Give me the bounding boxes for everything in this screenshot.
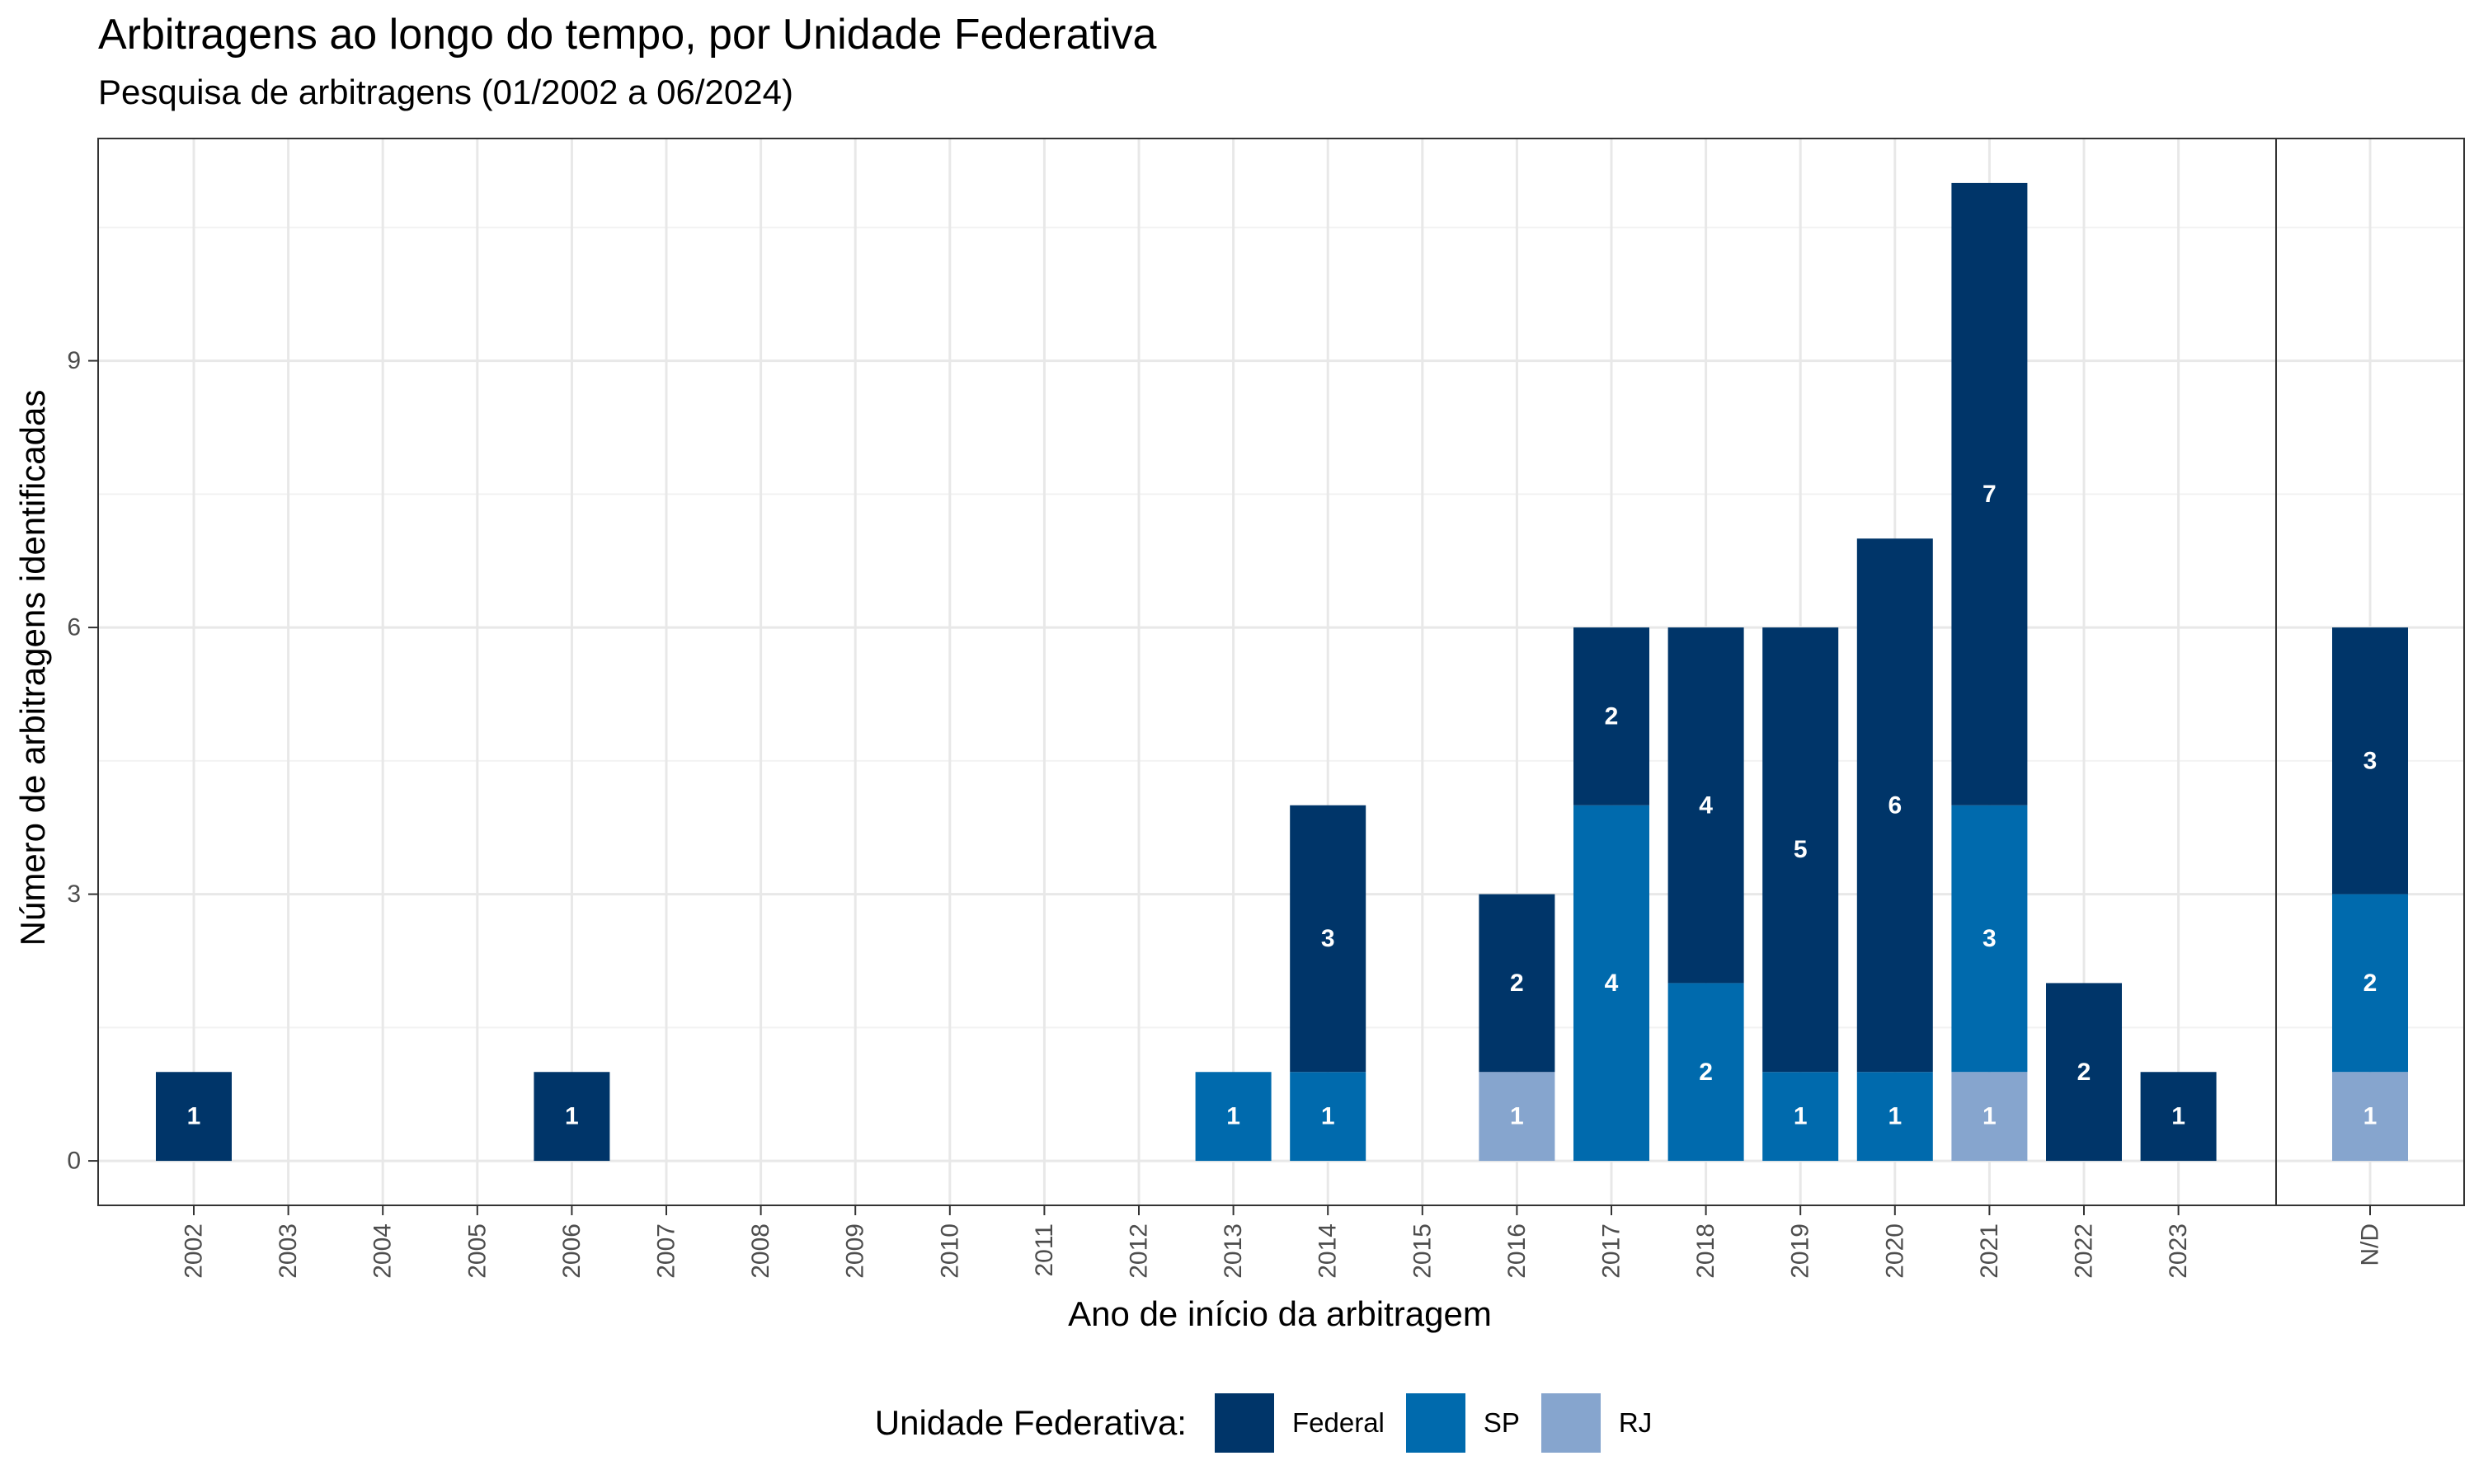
bar-sp xyxy=(1667,983,1744,1162)
bar-federal xyxy=(1856,538,1933,1073)
data-label: 3 xyxy=(1982,925,1997,952)
bar-sp xyxy=(1195,1072,1272,1162)
panel-border xyxy=(97,138,2277,1206)
data-label: 6 xyxy=(1888,791,1902,819)
x-tick-label: 2009 xyxy=(842,1223,869,1279)
x-axis-title: Ano de início da arbitragem xyxy=(1068,1294,1492,1333)
bar-federal xyxy=(1290,805,1366,1073)
bar-federal xyxy=(1762,627,1839,1073)
bar-sp xyxy=(1951,805,2028,1073)
data-label: 1 xyxy=(1888,1103,1902,1130)
bar-sp xyxy=(1290,1072,1366,1162)
data-label: 1 xyxy=(1510,1103,1524,1130)
data-label: 7 xyxy=(1982,481,1997,508)
data-label: 3 xyxy=(2363,747,2378,774)
legend-key-sp xyxy=(1405,1393,1465,1453)
legend-item-rj: RJ xyxy=(1540,1393,1653,1453)
x-tick-label: 2010 xyxy=(936,1223,963,1279)
x-tick-label: 2016 xyxy=(1503,1223,1531,1279)
legend: Unidade Federativa: Federal SP RJ xyxy=(0,1392,2474,1454)
y-tick-label: 3 xyxy=(67,881,81,908)
x-tick-label: 2004 xyxy=(369,1223,397,1279)
bar-federal xyxy=(1951,182,2028,805)
data-label: 4 xyxy=(1605,970,1619,997)
bar-federal xyxy=(2332,627,2408,895)
bar-rj xyxy=(2332,1072,2408,1162)
data-label: 3 xyxy=(1321,925,1335,952)
chart-subtitle: Pesquisa de arbitragens (01/2002 a 06/20… xyxy=(98,73,793,111)
legend-item-federal: Federal xyxy=(1214,1393,1385,1453)
legend-key-rj xyxy=(1540,1393,1601,1453)
legend-title: Unidade Federativa: xyxy=(874,1403,1187,1442)
x-tick-label: 2006 xyxy=(558,1223,586,1279)
x-tick-label: 2022 xyxy=(2071,1223,2098,1279)
data-label: 1 xyxy=(1226,1103,1240,1130)
x-tick-label: 2003 xyxy=(275,1223,302,1279)
x-tick-label: 2007 xyxy=(653,1223,680,1279)
x-tick-label: 2011 xyxy=(1031,1223,1058,1277)
data-label: 2 xyxy=(2363,970,2378,997)
x-tick-label: 2020 xyxy=(1881,1223,1908,1279)
y-axis-title: Número de arbitragens identificadas xyxy=(13,390,52,946)
legend-label-sp: SP xyxy=(1483,1407,1520,1438)
plot-area: 1 1 1 1 3 1 2 4 2 2 4 1 5 1 6 1 3 7 2 1 1 2 3 2002 2003 2004 2005… xyxy=(13,138,2465,1333)
bar-federal xyxy=(1479,894,1555,1073)
bar-federal xyxy=(2140,1072,2217,1162)
y-tick-label: 9 xyxy=(67,347,81,374)
bar-federal xyxy=(534,1072,610,1162)
x-tick-label: 2005 xyxy=(463,1223,491,1279)
bar-rj xyxy=(1479,1072,1555,1162)
data-label: 1 xyxy=(1982,1103,1997,1130)
x-tick-label: N/D xyxy=(2357,1223,2384,1266)
data-label: 1 xyxy=(565,1103,579,1130)
data-label: 1 xyxy=(2171,1103,2185,1130)
x-tick-label: 2019 xyxy=(1787,1223,1814,1279)
x-tick-label: 2017 xyxy=(1598,1223,1625,1279)
legend-label-federal: Federal xyxy=(1291,1407,1385,1438)
x-tick-label: 2012 xyxy=(1126,1223,1153,1279)
x-tick-label: 2013 xyxy=(1220,1223,1247,1279)
bar-sp xyxy=(1856,1072,1933,1162)
x-tick-label: 2002 xyxy=(181,1223,208,1279)
legend-label-rj: RJ xyxy=(1618,1407,1653,1438)
x-tick-label: 2021 xyxy=(1976,1223,2003,1279)
y-tick-label: 0 xyxy=(67,1148,81,1175)
bar-federal xyxy=(156,1072,232,1162)
x-tick-label: 2008 xyxy=(747,1223,774,1279)
bar-sp xyxy=(2332,894,2408,1073)
data-label: 2 xyxy=(2077,1059,2091,1086)
chart-title: Arbitragens ao longo do tempo, por Unida… xyxy=(98,11,1157,59)
data-label: 1 xyxy=(1321,1103,1335,1130)
bar-federal xyxy=(1573,627,1649,805)
data-label: 4 xyxy=(1699,791,1713,819)
data-label: 2 xyxy=(1699,1059,1713,1086)
legend-item-sp: SP xyxy=(1405,1393,1520,1453)
x-tick-label: 2014 xyxy=(1315,1223,1342,1279)
data-label: 1 xyxy=(2363,1103,2378,1130)
x-tick-label: 2015 xyxy=(1409,1223,1436,1279)
data-label: 1 xyxy=(187,1103,201,1130)
data-label: 2 xyxy=(1510,970,1524,997)
bar-rj xyxy=(1951,1072,2028,1162)
bar-sp xyxy=(1762,1072,1839,1162)
data-label: 2 xyxy=(1605,702,1619,730)
data-label: 5 xyxy=(1794,836,1808,863)
bar-federal xyxy=(1667,627,1744,984)
x-tick-label: 2018 xyxy=(1692,1223,1719,1279)
y-tick-label: 6 xyxy=(67,614,81,641)
legend-key-federal xyxy=(1214,1393,1274,1453)
bar-federal xyxy=(2046,983,2122,1162)
bar-sp xyxy=(1573,805,1649,1162)
x-tick-label: 2023 xyxy=(2165,1223,2192,1279)
data-label: 1 xyxy=(1794,1103,1808,1130)
